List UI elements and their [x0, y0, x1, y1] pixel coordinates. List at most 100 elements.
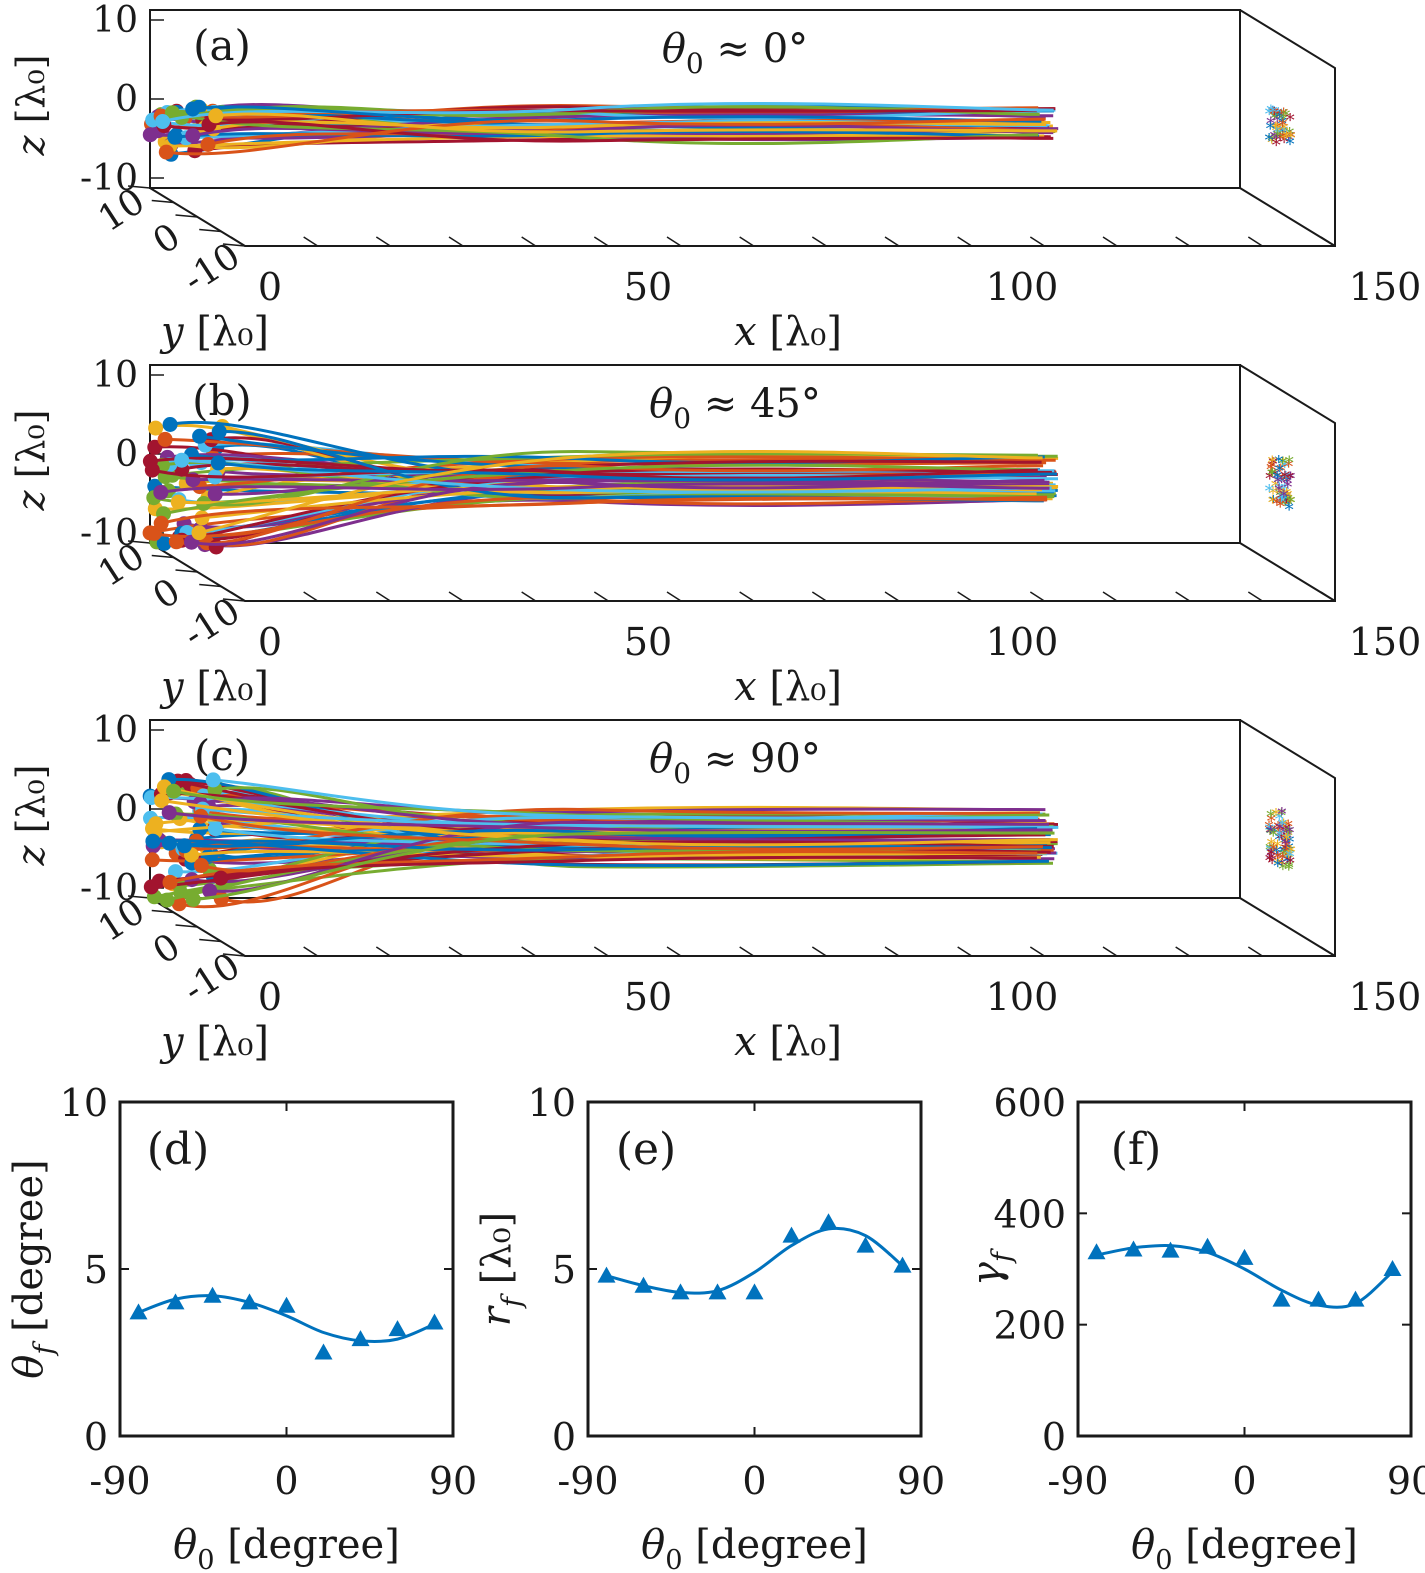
y-axis-label: y [λ₀] — [159, 664, 269, 710]
start-point — [162, 874, 178, 890]
y-tick — [222, 598, 246, 602]
start-point — [167, 129, 183, 145]
final-point-star: * — [1274, 482, 1283, 503]
x-tick-label: 50 — [624, 265, 672, 309]
data-point — [708, 1283, 727, 1300]
x-tick-label: 90 — [1387, 1459, 1425, 1503]
trajectory — [150, 456, 1052, 475]
x-tick — [1102, 236, 1118, 247]
start-point — [185, 891, 201, 907]
panel-label: (a) — [193, 21, 251, 70]
start-point — [144, 852, 160, 868]
start-point — [185, 128, 201, 144]
start-point — [161, 835, 177, 851]
y-tick-label: 5 — [84, 1248, 108, 1292]
final-point-star: * — [1286, 469, 1295, 490]
final-point-star: * — [1283, 830, 1292, 851]
trajectory — [163, 463, 1038, 516]
x-tick — [375, 591, 391, 602]
x-tick — [957, 591, 973, 602]
theta0-annotation: θ0 ≈ 90° — [649, 736, 821, 790]
y-tick-label: 400 — [993, 1192, 1066, 1236]
final-point-star: * — [1285, 469, 1294, 490]
x-tick — [593, 236, 609, 247]
final-point-star: * — [1281, 494, 1290, 515]
start-point — [156, 535, 172, 551]
trajectory — [198, 449, 1043, 535]
x-axis-label: x [λ₀] — [734, 664, 842, 710]
final-point-star: * — [1265, 482, 1274, 503]
final-point-star: * — [1285, 832, 1294, 853]
x-tick-label: 50 — [624, 975, 672, 1019]
z-axis-label: z [λ₀] — [9, 764, 53, 866]
final-point-star: * — [1286, 469, 1295, 490]
trajectory — [160, 496, 1048, 525]
final-point-star: * — [1276, 461, 1285, 482]
fit-curve — [1096, 1243, 1394, 1309]
data-point — [1161, 1241, 1180, 1258]
svg-text:y [λ₀]: y [λ₀] — [159, 309, 269, 355]
svg-text:y [λ₀]: y [λ₀] — [159, 664, 269, 710]
data-point — [1087, 1243, 1106, 1260]
x-tick-label: 0 — [258, 265, 282, 309]
final-point-star: * — [1285, 858, 1294, 879]
final-point-star: * — [1268, 465, 1277, 486]
x-tick — [1247, 236, 1263, 247]
x-tick — [1320, 591, 1336, 602]
fit-curve — [137, 1294, 436, 1343]
final-point-star: * — [1275, 810, 1284, 831]
y-tick — [199, 228, 222, 233]
final-point-star: * — [1279, 487, 1288, 508]
x-tick — [1029, 591, 1045, 602]
x-tick — [666, 236, 682, 247]
svg-text:θ0 [degree]: θ0 [degree] — [1131, 1522, 1358, 1573]
x-tick — [739, 591, 755, 602]
final-point-star: * — [1267, 845, 1276, 866]
start-point — [207, 486, 223, 502]
final-point-star: * — [1267, 812, 1276, 833]
final-point-star: * — [1283, 487, 1292, 508]
final-point-star: * — [1281, 470, 1290, 491]
y-tick — [151, 554, 174, 559]
svg-text:θ0 [degree]: θ0 [degree] — [641, 1522, 868, 1573]
x-axis-label: θ0 [degree] — [1131, 1522, 1358, 1573]
final-point-star: * — [1272, 130, 1281, 151]
x-tick — [448, 591, 464, 602]
final-point-star: * — [1272, 494, 1281, 515]
final-point-star: * — [1275, 824, 1284, 845]
x-tick-label: 90 — [429, 1459, 477, 1503]
theta0-annotation: θ0 ≈ 0° — [662, 26, 808, 80]
y-axis-label: y [λ₀] — [159, 1019, 269, 1065]
data-point — [388, 1320, 407, 1337]
final-point-star: * — [1286, 129, 1295, 150]
final-point-star: * — [1278, 454, 1287, 475]
y-tick — [199, 938, 222, 943]
y-tick — [175, 924, 198, 928]
y-tick — [127, 895, 151, 899]
final-point-star: * — [1267, 843, 1276, 864]
x-tick — [957, 236, 973, 247]
start-point — [144, 462, 160, 478]
final-point-star: * — [1280, 129, 1289, 150]
final-point-star: * — [1278, 489, 1287, 510]
final-point-star: * — [1268, 103, 1277, 124]
z-tick-label: 10 — [92, 0, 138, 41]
final-point-star: * — [1272, 107, 1281, 128]
final-point-star: * — [1282, 837, 1291, 858]
y-tick — [151, 199, 174, 204]
data-point — [1124, 1240, 1143, 1257]
trajectory — [166, 117, 1046, 156]
svg-text:z [λ₀]: z [λ₀] — [9, 54, 53, 156]
data-point — [634, 1276, 653, 1293]
panel-label: (c) — [194, 731, 250, 780]
final-point-star: * — [1273, 837, 1282, 858]
final-point-star: * — [1266, 102, 1275, 123]
y-tick-label: 10 — [60, 1081, 108, 1125]
data-point — [1235, 1248, 1254, 1265]
x-axis-label: x [λ₀] — [734, 1019, 842, 1065]
x-tick-label: 0 — [274, 1459, 298, 1503]
